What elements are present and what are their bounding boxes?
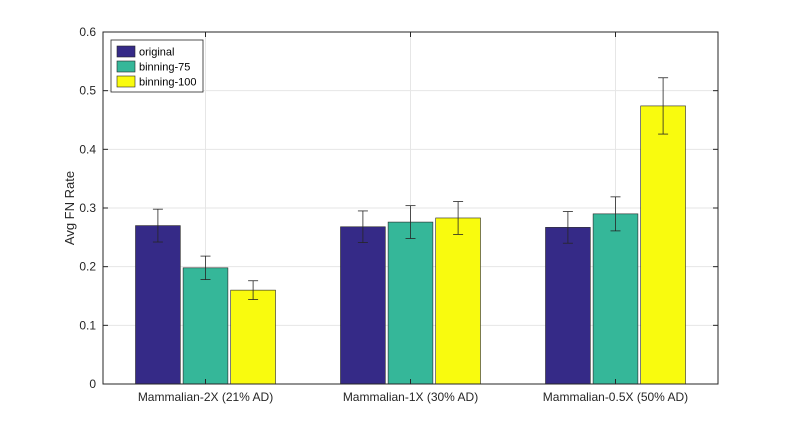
bar bbox=[545, 227, 591, 385]
legend: original binning-75 binning-100 bbox=[110, 39, 204, 93]
bar bbox=[387, 221, 434, 385]
legend-label: binning-75 bbox=[139, 62, 190, 74]
bars bbox=[135, 77, 686, 385]
bar bbox=[135, 225, 181, 385]
plot-frame bbox=[102, 31, 719, 385]
y-tick-label: 0.3 bbox=[79, 201, 96, 215]
bar bbox=[640, 105, 686, 385]
bar bbox=[230, 289, 276, 385]
x-tick-label: Mammalian-0.5X (50% AD) bbox=[543, 390, 688, 404]
y-tick-label: 0.4 bbox=[79, 142, 96, 156]
y-axis-label: Avg FN Rate bbox=[62, 171, 77, 245]
legend-label: original bbox=[139, 47, 174, 59]
y-tick-label: 0.1 bbox=[79, 318, 96, 332]
legend-label: binning-100 bbox=[139, 77, 197, 89]
bar bbox=[435, 217, 481, 385]
axes: 0 0.1 0.2 0.3 0.4 0.5 0.6 Mammalian-2X (21% AD)… bbox=[79, 25, 719, 404]
legend-swatch bbox=[116, 45, 136, 58]
y-tick-label: 0.6 bbox=[79, 25, 96, 39]
bar bbox=[340, 226, 386, 385]
bar bbox=[592, 213, 639, 385]
y-tick-label: 0 bbox=[89, 377, 96, 391]
x-tick-label: Mammalian-1X (30% AD) bbox=[343, 390, 478, 404]
legend-swatch bbox=[116, 60, 136, 73]
y-tick-label: 0.5 bbox=[79, 84, 96, 98]
bar bbox=[182, 267, 229, 385]
y-tick-label: 0.2 bbox=[79, 260, 96, 274]
x-tick-label: Mammalian-2X (21% AD) bbox=[138, 390, 273, 404]
legend-swatch bbox=[116, 75, 136, 88]
